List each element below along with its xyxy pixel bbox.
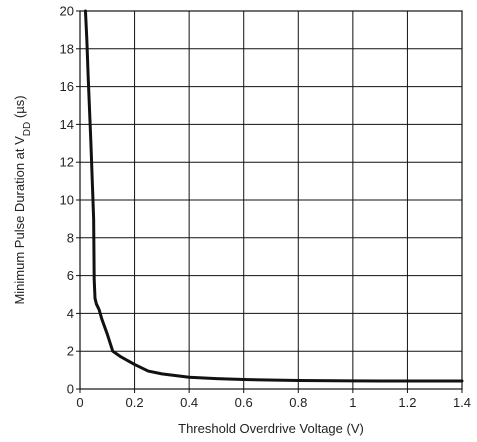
series-line [83,9,464,383]
y-tick-label: 14 [60,117,74,132]
y-axis-label-prefix: Minimum Pulse Duration at V [12,136,27,305]
y-tick-label: 16 [60,79,74,94]
x-tick-label: 0.4 [180,395,198,410]
y-tick-label: 6 [67,268,74,283]
y-axis-label-subscript: DD [22,122,33,136]
tick-marks [76,10,463,393]
y-tick-label: 4 [67,306,74,321]
x-tick-label: 0.8 [289,395,307,410]
x-tick-label: 0.2 [126,395,144,410]
x-tick-label: 1.2 [398,395,416,410]
x-tick-label: 1.4 [453,395,471,410]
y-tick-label: 10 [60,193,74,208]
x-axis-label: Threshold Overdrive Voltage (V) [178,421,364,436]
x-tick-label: 1 [349,395,356,410]
x-tick-label: 0 [76,395,83,410]
y-tick-label: 18 [60,41,74,56]
y-tick-label: 20 [60,4,74,19]
plot-frame [79,10,463,390]
y-tick-label: 12 [60,155,74,170]
y-tick-label: 2 [67,344,74,359]
x-tick-labels: 0 0.2 0.4 0.6 0.8 1 1.2 1.4 [76,395,471,410]
grid [79,10,463,390]
series-group [83,9,464,383]
y-tick-label: 8 [67,230,74,245]
x-tick-label: 0.6 [235,395,253,410]
y-tick-labels: 0 2 4 6 8 10 12 14 16 18 20 [60,4,74,397]
y-tick-label: 0 [67,382,74,397]
y-axis-label: Minimum Pulse Duration at VDD (µs) [12,95,33,304]
y-axis-label-suffix: (µs) [12,95,27,121]
